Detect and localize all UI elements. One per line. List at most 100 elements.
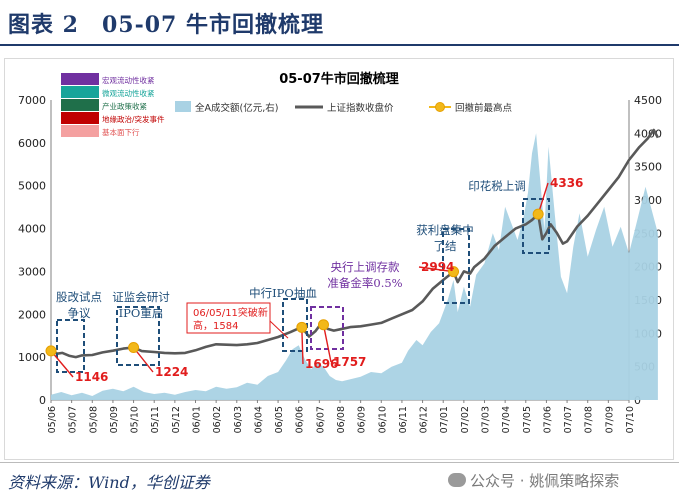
x-tick-label: 06/08 bbox=[336, 406, 347, 433]
right-tick-label: 3500 bbox=[634, 161, 662, 174]
dashed-highlight-box bbox=[442, 228, 470, 304]
x-tick-label: 06/09 bbox=[357, 406, 368, 433]
x-tick-label: 06/07 bbox=[315, 406, 326, 433]
x-tick-label: 05/06 bbox=[47, 406, 58, 433]
x-tick-label: 07/06 bbox=[542, 406, 553, 433]
x-tick-label: 05/11 bbox=[150, 406, 161, 433]
peak-label: 1224 bbox=[155, 365, 188, 379]
left-tick-label: 0 bbox=[39, 394, 46, 407]
event-annotation: 股改试点 bbox=[56, 290, 102, 304]
event-annotation: IPO重启 bbox=[119, 306, 164, 320]
volume-area bbox=[51, 133, 658, 401]
dashed-highlight-box bbox=[522, 198, 550, 254]
x-tick-label: 05/12 bbox=[171, 406, 182, 433]
x-tick-label: 07/08 bbox=[584, 406, 595, 433]
x-tick-label: 06/03 bbox=[233, 406, 244, 433]
category-legend-label: 基本面下行 bbox=[102, 127, 140, 137]
event-annotation: 中行IPO抽血 bbox=[249, 286, 317, 300]
legend-volume-label: 全A成交额(亿元,右) bbox=[195, 102, 278, 114]
peak-marker bbox=[45, 345, 57, 357]
breakout-callout-text: 高，1584 bbox=[193, 319, 238, 332]
peak-label: 1757 bbox=[333, 355, 366, 369]
footer-divider bbox=[0, 462, 679, 463]
event-annotation: 争议 bbox=[68, 306, 91, 320]
event-annotation: 准备金率0.5% bbox=[327, 276, 402, 290]
category-legend-label: 宏观流动性收紧 bbox=[102, 75, 155, 85]
dashed-highlight-box bbox=[116, 306, 160, 366]
x-tick-label: 06/04 bbox=[253, 406, 264, 433]
x-tick-label: 06/06 bbox=[295, 406, 306, 433]
peak-label: 2994 bbox=[421, 260, 454, 274]
legend-peak-swatch bbox=[435, 102, 445, 112]
index-line bbox=[50, 128, 660, 359]
breakout-callout-pointer bbox=[269, 320, 289, 339]
report-header: 图表 2 05-07 牛市回撤梳理 bbox=[0, 0, 679, 44]
legend-index-label: 上证指数收盘价 bbox=[327, 102, 394, 114]
x-tick-label: 06/12 bbox=[419, 406, 430, 433]
category-legend-swatch bbox=[61, 99, 99, 111]
peak-label: 1146 bbox=[75, 370, 108, 384]
peak-label: 4336 bbox=[550, 176, 583, 190]
drawdown-chart: 05-07牛市回撤梳理 0 1000 2000 3000 4000 5000 6000 7000… bbox=[18, 71, 662, 433]
x-tick-label: 05/07 bbox=[68, 406, 79, 433]
breakout-callout-box bbox=[186, 302, 271, 334]
left-tick-label: 3000 bbox=[18, 265, 46, 278]
right-tick-label: 4500 bbox=[634, 94, 662, 107]
x-tick-label: 07/05 bbox=[522, 406, 533, 433]
watermark: 公众号 · 姚佩策略探索 bbox=[448, 470, 619, 491]
x-tick-label: 07/01 bbox=[439, 406, 450, 433]
peak-marker bbox=[532, 208, 544, 220]
x-tick-label: 05/09 bbox=[109, 406, 120, 433]
peak-leader-line bbox=[418, 266, 454, 273]
x-tick-label: 06/11 bbox=[398, 406, 409, 433]
x-tick-label: 07/04 bbox=[501, 406, 512, 433]
peak-marker bbox=[448, 266, 460, 278]
legend-volume-swatch bbox=[175, 101, 191, 112]
category-legend-swatch bbox=[61, 125, 99, 137]
category-legend-swatch bbox=[61, 112, 99, 124]
category-legend-label: 地缘政治/突发事件 bbox=[102, 114, 165, 124]
x-tick-label: 06/10 bbox=[377, 406, 388, 433]
chart-panel: 05-07牛市回撤梳理 0 1000 2000 3000 4000 5000 6000 7000… bbox=[4, 58, 674, 460]
x-tick-label: 07/09 bbox=[604, 406, 615, 433]
event-annotation: 证监会研讨 bbox=[112, 290, 170, 304]
category-legend-swatch bbox=[61, 86, 99, 98]
x-tick-label: 07/02 bbox=[460, 406, 471, 433]
left-tick-label: 6000 bbox=[18, 137, 46, 150]
source-note: 资料来源：Wind，华创证券 bbox=[8, 473, 210, 492]
category-legend-swatch bbox=[61, 73, 99, 85]
peak-leader-line bbox=[301, 327, 304, 365]
category-legend-label: 微观流动性收紧 bbox=[102, 88, 155, 98]
dashed-highlight-box bbox=[56, 319, 85, 373]
figure-title: 图表 2 05-07 牛市回撤梳理 bbox=[8, 12, 324, 38]
dashed-highlight-box bbox=[282, 298, 308, 352]
peak-leader-line bbox=[50, 350, 74, 378]
x-tick-label: 07/07 bbox=[563, 406, 574, 433]
event-annotation: 印花税上调 bbox=[468, 179, 526, 193]
peak-leader-line bbox=[322, 324, 332, 363]
event-annotation: 央行上调存款 bbox=[331, 260, 400, 274]
x-tick-label: 06/05 bbox=[274, 406, 285, 433]
legend-peak-label: 回撤前最高点 bbox=[455, 102, 513, 114]
left-tick-label: 5000 bbox=[18, 180, 46, 193]
watermark-text: 公众号 · 姚佩策略探索 bbox=[470, 472, 620, 490]
x-tick-label: 07/10 bbox=[625, 406, 636, 433]
x-tick-label: 07/03 bbox=[481, 406, 492, 433]
breakout-callout-text: 06/05/11突破新 bbox=[193, 306, 268, 319]
left-tick-label: 1000 bbox=[18, 351, 46, 364]
peak-marker bbox=[296, 321, 308, 333]
left-tick-label: 2000 bbox=[18, 308, 46, 321]
x-tick-label: 06/01 bbox=[192, 406, 203, 433]
event-annotation: 了结 bbox=[434, 239, 457, 253]
x-tick-label: 05/10 bbox=[130, 406, 141, 433]
event-annotation: 获利盘集中 bbox=[416, 223, 474, 237]
peak-marker bbox=[317, 319, 329, 331]
wechat-icon bbox=[448, 473, 466, 487]
peak-marker bbox=[128, 342, 140, 354]
chart-title: 05-07牛市回撤梳理 bbox=[279, 71, 399, 87]
header-divider bbox=[0, 44, 679, 46]
left-tick-label: 7000 bbox=[18, 94, 46, 107]
x-tick-label: 05/08 bbox=[88, 406, 99, 433]
right-tick-label: 0 bbox=[634, 394, 641, 407]
x-tick-label: 06/02 bbox=[212, 406, 223, 433]
